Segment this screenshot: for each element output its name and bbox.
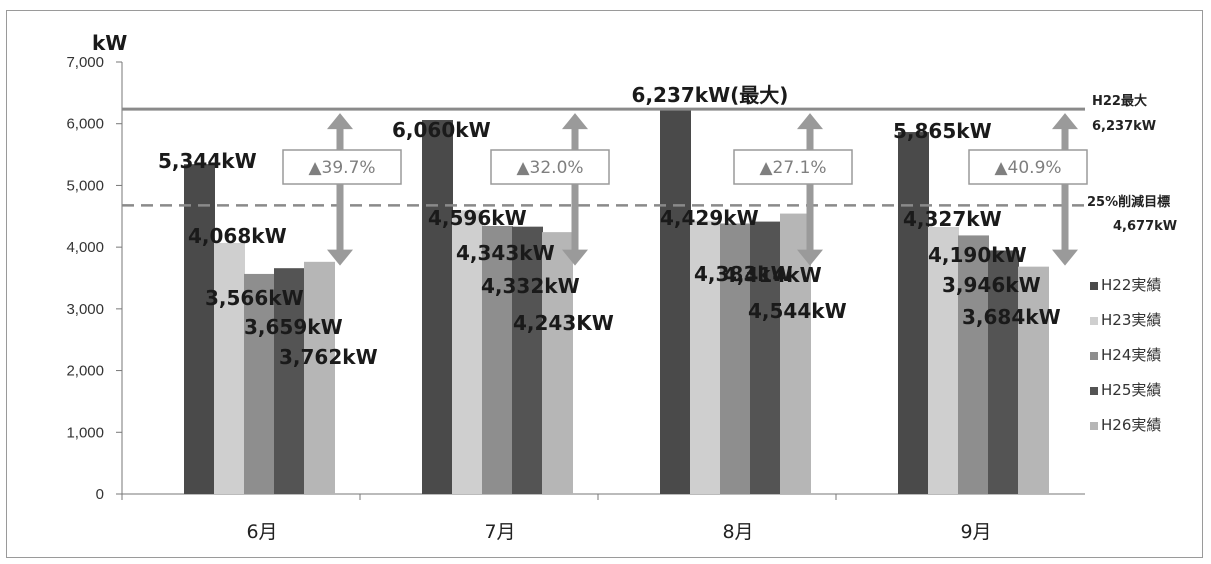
bar xyxy=(512,226,543,494)
data-label: 6,060kW xyxy=(392,118,491,142)
bar xyxy=(482,225,513,494)
bar xyxy=(928,226,959,494)
data-label: 4,414kW xyxy=(723,263,822,287)
max-side-value: 6,237kW xyxy=(1092,119,1156,134)
y-tick-label: 3,000 xyxy=(66,301,104,318)
y-tick-label: 6,000 xyxy=(66,116,104,133)
reduction-arrow-head-up xyxy=(327,113,353,130)
reduction-arrow-head-down xyxy=(562,249,588,266)
bar xyxy=(898,132,929,494)
bar xyxy=(184,164,215,494)
y-tick-label: 5,000 xyxy=(66,177,104,194)
legend-label: H23実績 xyxy=(1101,311,1161,329)
target-side-label: 25%削減目標 xyxy=(1087,194,1170,210)
data-label: 4,332kW xyxy=(481,274,580,298)
bar xyxy=(422,120,453,495)
x-category-label: 7月 xyxy=(484,521,515,543)
data-label: 4,343kW xyxy=(456,241,555,265)
legend-label: H26実績 xyxy=(1101,416,1161,434)
data-label: 4,596kW xyxy=(428,206,527,230)
bar xyxy=(720,223,751,494)
bar xyxy=(958,235,989,494)
reduction-arrow-head-down xyxy=(327,249,353,266)
bar xyxy=(452,210,483,494)
bar xyxy=(988,250,1019,494)
bar xyxy=(690,220,721,495)
bar xyxy=(304,261,335,494)
reduction-percent: ▲32.0% xyxy=(516,158,583,178)
y-tick-label: 2,000 xyxy=(66,363,104,380)
reduction-box xyxy=(968,149,1088,185)
bar xyxy=(750,221,781,494)
x-category-label: 8月 xyxy=(722,521,753,543)
max-line-label: 6,237kW(最大) xyxy=(632,83,789,107)
x-category-label: 6月 xyxy=(246,521,277,543)
y-tick-label: 7,000 xyxy=(66,54,104,71)
legend-label: H24実績 xyxy=(1101,346,1161,364)
legend-swatch xyxy=(1090,282,1098,290)
data-label: 4,429kW xyxy=(660,206,759,230)
reduction-arrow-head-up xyxy=(797,113,823,130)
data-label: 5,865kW xyxy=(893,119,992,143)
data-label: 4,190kW xyxy=(928,243,1027,267)
y-tick-label: 1,000 xyxy=(66,424,104,441)
legend-label: H22実績 xyxy=(1101,276,1161,294)
data-label: 3,762kW xyxy=(279,345,378,369)
reduction-percent: ▲39.7% xyxy=(308,158,375,178)
reduction-arrow-head-up xyxy=(562,113,588,130)
max-side-label: H22最大 xyxy=(1092,93,1147,109)
data-label: 3,946kW xyxy=(942,273,1041,297)
legend-swatch xyxy=(1090,317,1098,325)
y-tick-label: 0 xyxy=(96,486,104,503)
reduction-arrow-head-down xyxy=(797,249,823,266)
bar xyxy=(214,242,245,494)
reduction-percent: ▲40.9% xyxy=(994,158,1061,178)
bar xyxy=(274,268,305,494)
legend-label: H25実績 xyxy=(1101,381,1161,399)
target-side-value: 4,677kW xyxy=(1113,219,1177,234)
data-label: 3,566kW xyxy=(205,286,304,310)
data-label: 4,068kW xyxy=(188,224,287,248)
reduction-percent: ▲27.1% xyxy=(759,158,826,178)
bar xyxy=(244,273,275,494)
reduction-box xyxy=(282,149,402,185)
reduction-arrow-head-down xyxy=(1052,249,1078,266)
y-tick-label: 4,000 xyxy=(66,239,104,256)
bar xyxy=(660,109,691,494)
data-label: 4,544kW xyxy=(748,299,847,323)
legend-swatch xyxy=(1090,352,1098,360)
legend-swatch xyxy=(1090,387,1098,395)
x-category-label: 9月 xyxy=(960,521,991,543)
reduction-arrow-head-up xyxy=(1052,113,1078,130)
data-label: 3,684kW xyxy=(962,305,1061,329)
data-label: 4,243KW xyxy=(513,311,614,335)
legend-swatch xyxy=(1090,422,1098,430)
data-label: 3,659kW xyxy=(244,315,343,339)
data-label: 5,344kW xyxy=(158,149,257,173)
bar xyxy=(542,232,573,494)
reduction-box xyxy=(733,149,853,185)
data-label: 4,383kW xyxy=(694,262,793,286)
bar xyxy=(1018,266,1049,494)
data-label: 4,327kW xyxy=(903,207,1002,231)
y-axis-label: kW xyxy=(92,31,127,55)
reduction-box xyxy=(490,149,610,185)
